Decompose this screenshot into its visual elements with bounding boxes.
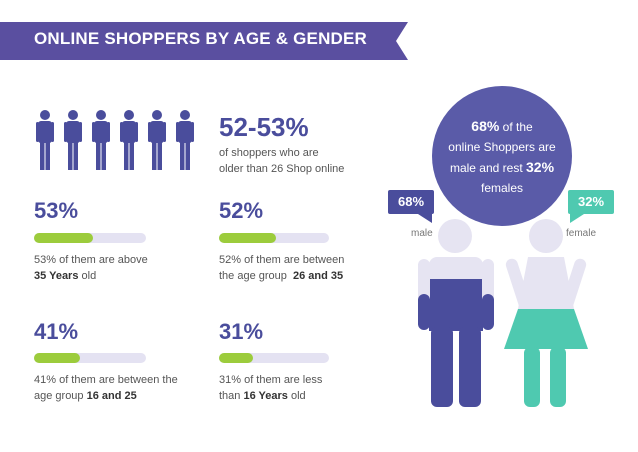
stat-desc-line: 41% of them are between the <box>34 374 178 386</box>
female-figure-icon <box>504 219 588 407</box>
progress-bar-above-35 <box>34 233 146 243</box>
person-icon <box>148 110 166 170</box>
male-figure-icon <box>418 219 494 407</box>
circle-line4: females <box>480 181 524 195</box>
male-label: male <box>411 228 433 239</box>
headline-stat-value: 52-53% <box>219 112 309 142</box>
person-icon <box>120 110 138 170</box>
male-percent-tag: 68% <box>397 194 425 209</box>
header-banner <box>0 22 408 60</box>
progress-fill <box>219 353 254 363</box>
stat-desc-suffix: old <box>287 390 306 402</box>
stat-desc-line: than 16 Years old <box>219 388 322 404</box>
stat-desc-26-35: 52% of them are between the age group 26… <box>219 252 344 284</box>
female-percent-tag: 32% <box>577 194 605 209</box>
stat-emphasis: 26 and 35 <box>293 270 344 282</box>
headline-desc-line1: of shoppers who are <box>219 147 319 159</box>
stat-value-16-25: 41% <box>34 319 79 344</box>
female-tag-shape <box>568 190 614 223</box>
circle-line2: online Shoppers are <box>448 140 556 154</box>
circle-line3: male and rest 32% <box>432 157 572 178</box>
stat-desc-line: 31% of them are less <box>219 374 323 386</box>
stat-desc-line: the age group 26 and 35 <box>219 268 344 284</box>
person-icon <box>92 110 110 170</box>
stat-emphasis: 16 Years <box>243 390 288 402</box>
gender-summary-circle <box>432 86 572 226</box>
stat-value-26-35: 52% <box>219 198 264 223</box>
headline-stat-description: of shoppers who are older than 26 Shop o… <box>219 145 344 177</box>
stat-desc-line: 53% of them are above <box>34 254 148 266</box>
stat-desc-mid: the age group <box>219 270 290 282</box>
page-title: ONLINE SHOPPERS BY AGE & GENDER <box>34 29 368 48</box>
circle-line1-rest: of the <box>499 120 533 134</box>
male-tag-shape <box>388 190 434 223</box>
female-label: female <box>566 228 597 239</box>
stat-desc-under-16: 31% of them are less than 16 Years old <box>219 372 322 404</box>
stat-desc-line: 52% of them are between <box>219 254 345 266</box>
progress-fill <box>219 233 277 243</box>
person-icon <box>176 110 194 170</box>
circle-line1: 68% of the <box>432 116 572 137</box>
stat-desc-mid: than <box>219 390 244 402</box>
progress-bar-16-25 <box>34 353 146 363</box>
gender-summary-text: 68% of the online Shoppers are male and … <box>432 116 572 198</box>
people-icons <box>36 110 194 170</box>
circle-line3-pre: male and rest <box>449 161 526 175</box>
stat-emphasis: 35 Years <box>34 270 79 282</box>
stat-desc-line: age group 16 and 25 <box>34 388 178 404</box>
circle-male-pct: 68% <box>471 118 500 134</box>
stat-desc-above-35: 53% of them are above 35 Years old <box>34 252 148 284</box>
stat-desc-line: 35 Years old <box>34 268 148 284</box>
stat-desc-suffix: old <box>78 270 97 282</box>
person-icon <box>64 110 82 170</box>
stat-desc-mid: age group <box>34 390 87 402</box>
progress-fill <box>34 233 94 243</box>
stat-value-under-16: 31% <box>219 319 264 344</box>
stat-value-above-35: 53% <box>34 198 79 223</box>
progress-bar-26-35 <box>219 233 329 243</box>
progress-fill <box>34 353 80 363</box>
circle-female-pct: 32% <box>526 159 555 175</box>
stat-desc-16-25: 41% of them are between the age group 16… <box>34 372 178 404</box>
progress-bar-under-16 <box>219 353 329 363</box>
person-icon <box>36 110 54 170</box>
headline-desc-line2: older than 26 Shop online <box>219 163 345 175</box>
stat-emphasis: 16 and 25 <box>86 390 137 402</box>
